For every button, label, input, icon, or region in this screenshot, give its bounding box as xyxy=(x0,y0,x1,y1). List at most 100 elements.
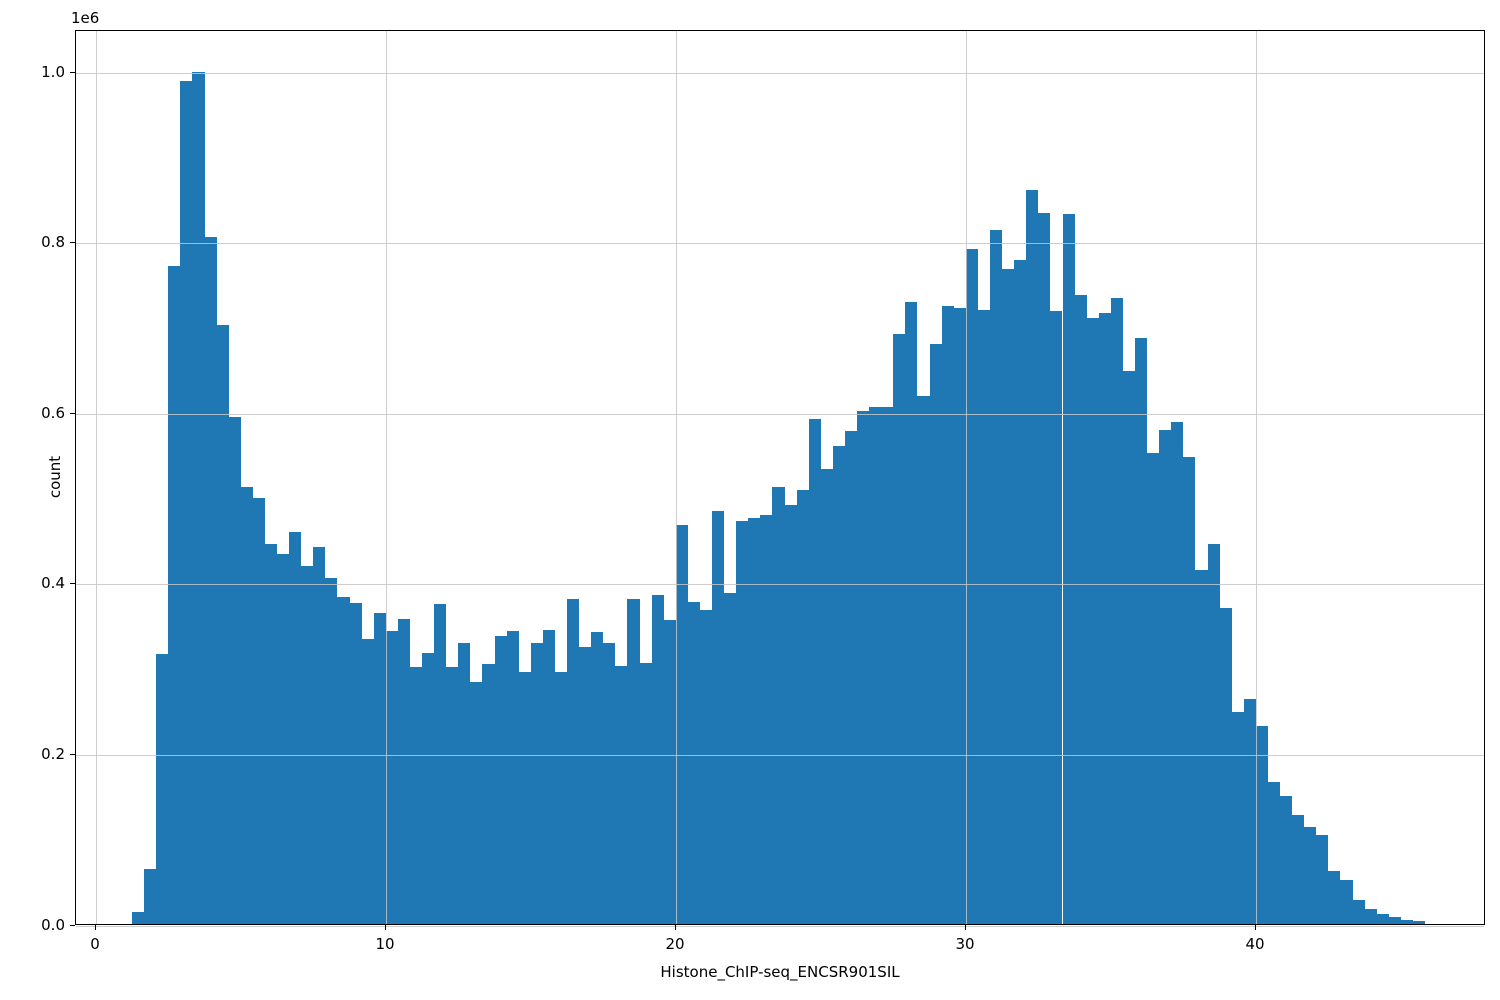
histogram-bar xyxy=(675,524,688,924)
histogram-bar xyxy=(1243,698,1256,924)
histogram-bar xyxy=(615,666,628,924)
histogram-bar xyxy=(905,302,918,924)
histogram-bar xyxy=(857,411,870,924)
y-tick-mark xyxy=(70,242,75,244)
histogram-bar xyxy=(687,601,700,924)
x-tick-mark xyxy=(964,925,966,930)
histogram-bar xyxy=(144,869,157,924)
histogram-bar xyxy=(1171,422,1184,924)
y-tick-mark xyxy=(70,412,75,414)
histogram-bar xyxy=(977,309,990,924)
histogram-bar xyxy=(1086,318,1099,924)
histogram-bar xyxy=(796,489,809,924)
histogram-bar xyxy=(1038,212,1051,924)
histogram-bar xyxy=(953,308,966,924)
histogram-bar xyxy=(1376,913,1389,924)
y-tick-mark xyxy=(70,71,75,73)
histogram-bar xyxy=(192,71,205,924)
x-tick-mark xyxy=(94,925,96,930)
histogram-bar xyxy=(434,604,447,924)
histogram-bar xyxy=(965,249,978,924)
y-tick-label: 0.2 xyxy=(41,744,65,763)
x-tick-label: 30 xyxy=(955,935,975,953)
histogram-bar xyxy=(289,531,302,924)
x-tick-mark xyxy=(1254,925,1256,930)
histogram-bar xyxy=(881,407,894,924)
x-tick-mark xyxy=(674,925,676,930)
histogram-bar xyxy=(518,671,531,924)
y-gridline xyxy=(76,925,1484,927)
histogram-bar xyxy=(337,597,350,924)
histogram-bar xyxy=(1207,544,1220,924)
histogram-bar xyxy=(567,599,580,924)
histogram-bar xyxy=(385,630,398,924)
histogram-bar xyxy=(228,416,241,924)
histogram-bar xyxy=(1074,295,1087,924)
histogram-bar xyxy=(989,229,1003,924)
histogram-bar xyxy=(917,396,930,924)
histogram-bar xyxy=(1050,310,1063,924)
histogram-bar xyxy=(1255,726,1268,924)
y-tick-label: 0.4 xyxy=(41,574,65,593)
histogram-bar xyxy=(506,630,519,924)
histogram-bar xyxy=(216,325,229,924)
histogram-bar xyxy=(1231,712,1244,924)
histogram-bar xyxy=(325,577,338,924)
y-gridline xyxy=(76,584,1484,586)
histogram-bar xyxy=(422,652,435,924)
histogram-bar xyxy=(530,643,543,924)
histogram-bar xyxy=(349,603,362,924)
x-tick-mark xyxy=(384,925,386,930)
x-axis-label: Histone_ChIP-seq_ENCSR901SIL xyxy=(660,963,900,981)
histogram-bar xyxy=(760,515,773,924)
histogram-bar xyxy=(482,663,495,924)
histogram-bar xyxy=(542,629,555,924)
histogram-bar xyxy=(1147,453,1160,924)
y-tick-label: 0.6 xyxy=(41,403,65,422)
histogram-bar xyxy=(1110,297,1123,924)
histogram-bar xyxy=(1328,871,1341,924)
y-tick-label: 0.8 xyxy=(41,233,65,252)
histogram-bar xyxy=(736,520,749,924)
x-gridline xyxy=(965,31,967,924)
histogram-bar xyxy=(808,419,821,924)
histogram-bar xyxy=(131,912,145,924)
histogram-bar xyxy=(458,643,471,924)
x-tick-label: 0 xyxy=(90,935,100,953)
histogram-bar xyxy=(651,594,664,924)
histogram-bar xyxy=(264,543,277,924)
histogram-bar xyxy=(277,553,290,924)
histogram-bar xyxy=(313,547,326,924)
y-gridline xyxy=(76,754,1484,756)
histogram-bar xyxy=(1062,214,1075,924)
histogram-bar xyxy=(869,407,882,924)
x-tick-label: 40 xyxy=(1245,935,1265,953)
histogram-bar xyxy=(784,505,797,924)
y-tick-mark xyxy=(70,753,75,755)
histogram-bar xyxy=(1159,430,1172,924)
histogram-bar xyxy=(1340,879,1353,924)
histogram-bar xyxy=(1304,826,1317,924)
plot-area xyxy=(75,30,1485,927)
histogram-bar xyxy=(180,81,193,924)
histogram-bar xyxy=(361,639,374,924)
histogram-bar xyxy=(844,431,858,924)
y-tick-label: 1.0 xyxy=(41,62,65,81)
histogram-bar xyxy=(1412,921,1426,924)
histogram-bar xyxy=(373,612,386,924)
histogram-bar xyxy=(1219,608,1232,924)
histogram-bar xyxy=(1388,917,1401,924)
x-tick-label: 20 xyxy=(665,935,685,953)
histogram-bar xyxy=(893,333,906,924)
histogram-bar xyxy=(301,565,314,924)
histogram-bar xyxy=(1014,260,1027,924)
y-tick-mark xyxy=(70,924,75,926)
histogram-bar xyxy=(494,635,507,924)
histogram-bar xyxy=(663,620,676,924)
y-gridline xyxy=(76,413,1484,415)
histogram-bar xyxy=(820,468,833,924)
histogram-bar xyxy=(1195,570,1208,924)
x-tick-label: 10 xyxy=(375,935,395,953)
histogram-bar xyxy=(724,593,737,924)
